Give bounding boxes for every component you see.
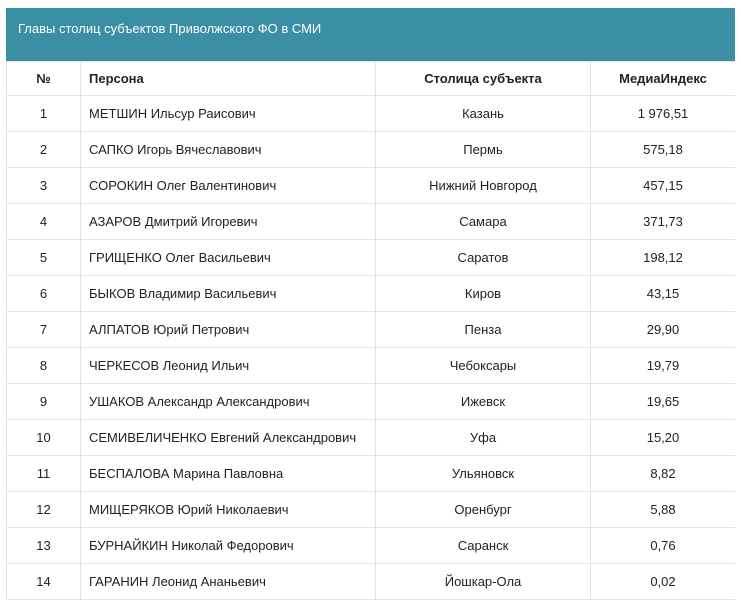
cell-capital: Чебоксары [375, 347, 591, 384]
cell-person: САПКО Игорь Вячеславович [80, 131, 376, 168]
cell-person: МЕТШИН Ильсур Раисович [80, 95, 376, 132]
cell-capital: Пенза [375, 311, 591, 348]
cell-number: 10 [6, 419, 81, 456]
cell-number: 12 [6, 491, 81, 528]
cell-media-index: 15,20 [590, 419, 735, 456]
cell-capital: Казань [375, 95, 591, 132]
table-row: 3 СОРОКИН Олег Валентинович Нижний Новгоро… [6, 167, 735, 204]
table-row: 12 МИЩЕРЯКОВ Юрий Николаевич Оренбург 5,88 [6, 491, 735, 528]
cell-person: УШАКОВ Александр Александрович [80, 383, 376, 420]
cell-number: 8 [6, 347, 81, 384]
cell-number: 9 [6, 383, 81, 420]
cell-number: 6 [6, 275, 81, 312]
table-header-row: № Персона Столица субъекта МедиаИндекс [6, 61, 735, 96]
cell-number: 11 [6, 455, 81, 492]
cell-capital: Йошкар-Ола [375, 563, 591, 600]
table-row: 2 САПКО Игорь Вячеславович Пермь 575,18 [6, 131, 735, 168]
cell-person: АЛПАТОВ Юрий Петрович [80, 311, 376, 348]
cell-number: 7 [6, 311, 81, 348]
media-index-widget: Главы столиц субъектов Приволжского ФО в… [6, 8, 735, 609]
cell-capital: Ульяновск [375, 455, 591, 492]
cell-capital: Нижний Новгород [375, 167, 591, 204]
cell-media-index: 1 976,51 [590, 95, 735, 132]
ranking-table: № Персона Столица субъекта МедиаИндекс 1… [6, 61, 735, 600]
cell-number: 1 [6, 95, 81, 132]
table-row: 11 БЕСПАЛОВА Марина Павловна Ульяновск 8,82 [6, 455, 735, 492]
cell-person: АЗАРОВ Дмитрий Игоревич [80, 203, 376, 240]
cell-capital: Саратов [375, 239, 591, 276]
cell-capital: Ижевск [375, 383, 591, 420]
cell-media-index: 8,82 [590, 455, 735, 492]
column-header-capital: Столица субъекта [375, 61, 591, 96]
cell-number: 3 [6, 167, 81, 204]
cell-number: 5 [6, 239, 81, 276]
cell-media-index: 19,79 [590, 347, 735, 384]
cell-media-index: 575,18 [590, 131, 735, 168]
column-header-number: № [6, 61, 81, 96]
cell-capital: Оренбург [375, 491, 591, 528]
cell-media-index: 0,02 [590, 563, 735, 600]
table-row: 5 ГРИЩЕНКО Олег Васильевич Саратов 198,12 [6, 239, 735, 276]
cell-media-index: 457,15 [590, 167, 735, 204]
cell-media-index: 371,73 [590, 203, 735, 240]
cell-person: БЫКОВ Владимир Васильевич [80, 275, 376, 312]
cell-media-index: 0,76 [590, 527, 735, 564]
cell-number: 2 [6, 131, 81, 168]
cell-capital: Самара [375, 203, 591, 240]
table-row: 14 ГАРАНИН Леонид Ананьевич Йошкар-Ола 0,02 [6, 563, 735, 600]
table-row: 10 СЕМИВЕЛИЧЕНКО Евгений Александрович Уфа… [6, 419, 735, 456]
table-row: 6 БЫКОВ Владимир Васильевич Киров 43,15 [6, 275, 735, 312]
cell-media-index: 5,88 [590, 491, 735, 528]
cell-media-index: 43,15 [590, 275, 735, 312]
table-row: 4 АЗАРОВ Дмитрий Игоревич Самара 371,73 [6, 203, 735, 240]
cell-person: БЕСПАЛОВА Марина Павловна [80, 455, 376, 492]
cell-number: 14 [6, 563, 81, 600]
cell-media-index: 29,90 [590, 311, 735, 348]
cell-capital: Киров [375, 275, 591, 312]
cell-media-index: 19,65 [590, 383, 735, 420]
cell-number: 13 [6, 527, 81, 564]
cell-person: МИЩЕРЯКОВ Юрий Николаевич [80, 491, 376, 528]
cell-person: ЧЕРКЕСОВ Леонид Ильич [80, 347, 376, 384]
column-header-media-index: МедиаИндекс [590, 61, 735, 96]
cell-capital: Саранск [375, 527, 591, 564]
table-row: 9 УШАКОВ Александр Александрович Ижевск 19,… [6, 383, 735, 420]
cell-capital: Пермь [375, 131, 591, 168]
table-row: 7 АЛПАТОВ Юрий Петрович Пенза 29,90 [6, 311, 735, 348]
cell-capital: Уфа [375, 419, 591, 456]
table-row: 1 МЕТШИН Ильсур Раисович Казань 1 976,51 [6, 95, 735, 132]
cell-person: ГАРАНИН Леонид Ананьевич [80, 563, 376, 600]
table-title: Главы столиц субъектов Приволжского ФО в… [6, 8, 735, 61]
cell-person: СОРОКИН Олег Валентинович [80, 167, 376, 204]
cell-media-index: 198,12 [590, 239, 735, 276]
cell-number: 4 [6, 203, 81, 240]
cell-person: БУРНАЙКИН Николай Федорович [80, 527, 376, 564]
column-header-person: Персона [80, 61, 376, 96]
cell-person: СЕМИВЕЛИЧЕНКО Евгений Александрович [80, 419, 376, 456]
table-row: 13 БУРНАЙКИН Николай Федорович Саранск 0,76 [6, 527, 735, 564]
table-row: 8 ЧЕРКЕСОВ Леонид Ильич Чебоксары 19,79 [6, 347, 735, 384]
cell-person: ГРИЩЕНКО Олег Васильевич [80, 239, 376, 276]
